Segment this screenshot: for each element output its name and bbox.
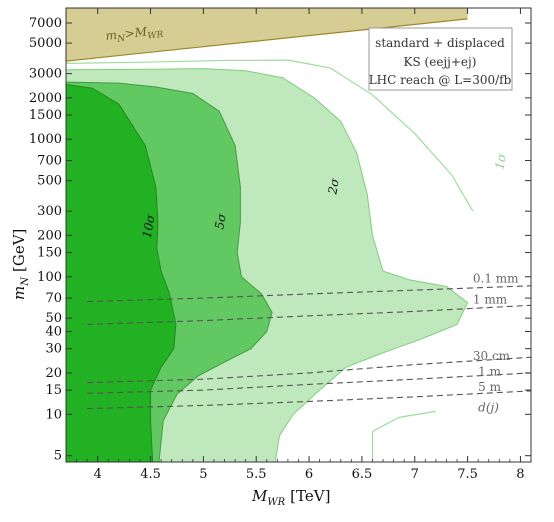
decay-label-dj: d(j) bbox=[478, 400, 499, 414]
excluded-region bbox=[66, 8, 468, 62]
decay-label-0: 0.1 mm bbox=[473, 271, 519, 285]
sigma-label-2: 2σ bbox=[325, 176, 342, 196]
x-tick-label-1: 4.5 bbox=[140, 467, 161, 482]
decay-label-2: 30 cm bbox=[473, 349, 511, 363]
y-tick-label-14: 1000 bbox=[29, 132, 62, 147]
x-tick-label-2: 5 bbox=[199, 467, 207, 482]
legend: standard + displaced KS (eejj+ej) LHC re… bbox=[368, 27, 513, 91]
contour-1sigma-upper bbox=[66, 59, 474, 212]
legend-line-3: LHC reach @ L=300/fb bbox=[369, 73, 512, 87]
sigma-label-3: 1σ bbox=[492, 152, 509, 171]
y-tick-label-8: 100 bbox=[37, 270, 62, 285]
x-tick-label-0: 4 bbox=[94, 467, 102, 482]
sigma-label-1: 5σ bbox=[212, 212, 229, 231]
legend-line-1: standard + displaced bbox=[375, 36, 505, 50]
x-tick-label-8: 8 bbox=[516, 467, 524, 482]
decay-label-4: 5 m bbox=[478, 380, 501, 394]
region-10sigma bbox=[66, 84, 177, 462]
y-tick-label-2: 15 bbox=[45, 383, 62, 398]
x-tick-label-5: 6.5 bbox=[352, 467, 373, 482]
decay-line-0 bbox=[87, 285, 531, 303]
decay-line-3 bbox=[87, 372, 531, 394]
y-tick-label-0: 5 bbox=[54, 449, 62, 464]
y-tick-label-13: 700 bbox=[37, 154, 62, 169]
y-tick-label-6: 50 bbox=[45, 311, 62, 326]
y-tick-label-16: 2000 bbox=[29, 91, 62, 106]
x-tick-label-3: 5.5 bbox=[246, 467, 267, 482]
excluded-region-label: mN>MWR bbox=[105, 23, 164, 46]
x-tick-label-4: 6 bbox=[305, 467, 313, 482]
contour-1sigma-lower bbox=[371, 410, 436, 461]
legend-line-2: KS (eejj+ej) bbox=[404, 55, 477, 69]
x-tick-label-7: 7.5 bbox=[457, 467, 478, 482]
y-tick-label-17: 3000 bbox=[29, 67, 62, 82]
y-tick-label-1: 10 bbox=[45, 407, 62, 422]
decay-line-2 bbox=[87, 356, 531, 384]
y-tick-label-18: 5000 bbox=[29, 36, 62, 51]
excluded-region-edge bbox=[66, 18, 468, 62]
x-tick-label-6: 7 bbox=[411, 467, 419, 482]
y-tick-label-19: 7000 bbox=[29, 16, 62, 31]
y-tick-label-15: 1500 bbox=[29, 108, 62, 123]
y-tick-label-4: 30 bbox=[45, 342, 62, 357]
y-tick-label-3: 20 bbox=[45, 366, 62, 381]
y-tick-label-12: 500 bbox=[37, 174, 62, 189]
decay-line-4 bbox=[87, 390, 531, 410]
decay-label-1: 1 mm bbox=[473, 292, 508, 306]
y-tick-label-5: 40 bbox=[45, 325, 62, 340]
decay-label-3: 1 m bbox=[478, 365, 501, 379]
sigma-label-0: 10σ bbox=[140, 213, 158, 239]
x-axis-title: MWR [TeV] bbox=[251, 487, 330, 508]
y-tick-label-11: 300 bbox=[37, 204, 62, 219]
y-axis-title: mN[GeV] bbox=[10, 229, 31, 300]
legend-box bbox=[368, 27, 513, 91]
y-tick-label-7: 70 bbox=[45, 291, 62, 306]
y-tick-label-9: 150 bbox=[37, 246, 62, 261]
decay-line-1 bbox=[87, 304, 531, 326]
y-tick-label-10: 200 bbox=[37, 228, 62, 243]
